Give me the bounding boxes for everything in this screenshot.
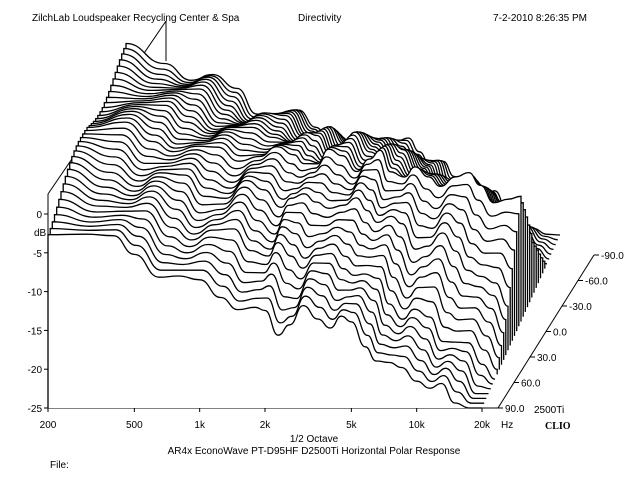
y-tick-label: 0 bbox=[36, 210, 42, 221]
angle-tick-label: -90.0 bbox=[601, 251, 624, 262]
x-tick-label: 20k bbox=[474, 420, 491, 431]
header-left: ZilchLab Loudspeaker Recycling Center & … bbox=[32, 13, 240, 24]
angle-axis-ticks: 90.0 60.0 30.0 0.0 -30.0 -60.0 -90.0 bbox=[498, 251, 624, 415]
angle-tick-label: -60.0 bbox=[585, 277, 608, 288]
angle-tick-label: 90.0 bbox=[505, 404, 525, 415]
x-axis-unit: Hz bbox=[501, 420, 513, 431]
x-tick-label: 10k bbox=[409, 420, 426, 431]
brand-logo: CLIO bbox=[545, 421, 571, 432]
y-tick-label: -5 bbox=[33, 249, 42, 260]
x-tick-label: 2k bbox=[260, 420, 272, 431]
y-axis-label: dB bbox=[34, 228, 47, 239]
chart-title: AR4x EconoWave PT-D95HF D2500Ti Horizont… bbox=[168, 446, 461, 457]
angle-tick-label: 60.0 bbox=[521, 379, 541, 390]
angle-tick-label: 0.0 bbox=[553, 328, 567, 339]
x-tick-label: 200 bbox=[40, 420, 57, 431]
x-tick-label: 500 bbox=[126, 420, 143, 431]
angle-tick-label: 30.0 bbox=[537, 353, 557, 364]
series-label: 2500Ti bbox=[534, 405, 564, 416]
polar-traces bbox=[47, 42, 561, 409]
y-tick-label: -10 bbox=[28, 288, 43, 299]
y-tick-label: -15 bbox=[28, 326, 43, 337]
header-right: 7-2-2010 8:26:35 PM bbox=[493, 13, 587, 24]
trace-90 bbox=[47, 233, 482, 409]
file-label: File: bbox=[50, 460, 69, 471]
y-tick-label: -20 bbox=[28, 365, 43, 376]
x-tick-label: 1k bbox=[194, 420, 206, 431]
angle-tick-label: -30.0 bbox=[569, 302, 592, 313]
y-axis-ticks: 0 -5 -10 -15 -20 -25 bbox=[28, 210, 48, 415]
smoothing-label: 1/2 Octave bbox=[290, 434, 339, 445]
x-tick-label: 5k bbox=[346, 420, 358, 431]
y-tick-label: -25 bbox=[28, 404, 43, 415]
x-axis-ticks: 200 500 1k 2k 5k 10k 20k bbox=[40, 408, 491, 431]
header-center: Directivity bbox=[298, 13, 341, 24]
